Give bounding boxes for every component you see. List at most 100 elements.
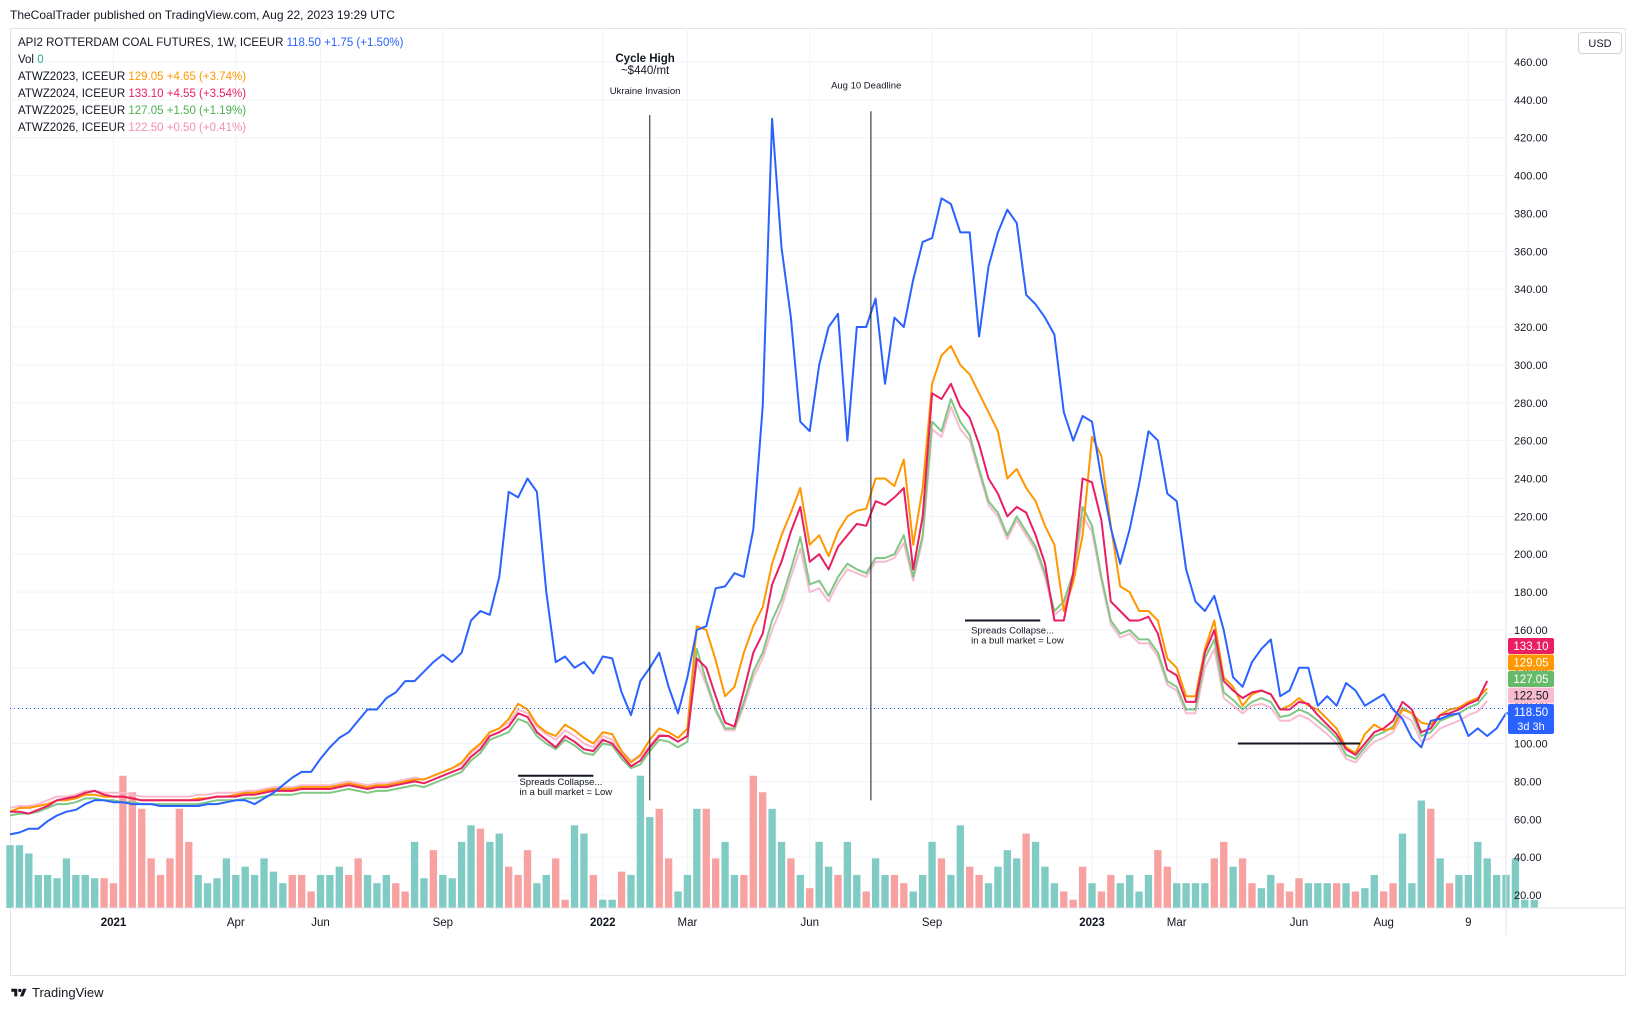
legend-series-symbol: ATWZ2026, ICEEUR [18,122,126,134]
volume-bar [486,841,494,908]
volume-bar [1220,841,1228,908]
x-tick-label: 2023 [1079,917,1105,929]
series-line[interactable] [9,398,1488,817]
volume-bar [542,874,550,908]
volume-bar [6,845,14,908]
annotation-text[interactable]: ~$440/mt [621,65,670,77]
volume-bar [1041,866,1049,908]
legend-series-z2023[interactable]: ATWZ2023, ICEEUR 129.05 +4.65 (+3.74%) [18,69,403,86]
price-label-text: 133.10 [1513,641,1548,653]
legend-series-symbol: ATWZ2023, ICEEUR [18,71,126,83]
x-tick-label: Aug [1373,917,1393,929]
volume-bar [1436,858,1444,908]
volume-bar [599,899,607,908]
volume-bar [890,874,899,908]
volume-bar [636,775,645,908]
volume-bar [1097,891,1106,908]
chart-frame [10,28,1626,976]
price-label-box [1508,687,1554,704]
volume-bar [1229,866,1237,908]
volume-bar [194,874,202,908]
currency-button[interactable]: USD [1578,32,1622,54]
y-tick-label: 360.00 [1514,246,1548,258]
price-label-box [1508,704,1554,734]
volume-bar [1285,891,1294,908]
footer-brand-label: TradingView [32,985,104,1000]
volume-bar [768,808,776,908]
y-tick-label: 420.00 [1514,133,1548,145]
volume-bar [345,874,353,908]
annotation-text[interactable]: Cycle High [615,53,674,65]
volume-bar [119,775,127,908]
series-line[interactable] [9,405,1488,809]
volume-bar [1380,891,1388,908]
annotation-text[interactable]: Ukraine Invasion [610,86,681,97]
legend-series-change: +1.50 (+1.19%) [166,105,247,117]
x-tick-label: 9 [1465,917,1471,929]
legend-vol[interactable]: Vol 0 [18,52,403,69]
legend: API2 ROTTERDAM COAL FUTURES, 1W, ICEEUR … [18,35,403,137]
volume-bar [1427,808,1435,908]
volume-bar [871,858,880,908]
volume-bar [693,808,701,908]
price-label-text: 127.05 [1513,674,1548,686]
volume-bar [674,891,682,908]
volume-bar [928,841,936,908]
volume-bar [316,874,325,908]
volume-bar [72,874,80,908]
volume-bar [448,878,456,908]
volume-bar [1003,850,1012,908]
legend-main[interactable]: API2 ROTTERDAM COAL FUTURES, 1W, ICEEUR … [18,35,403,52]
volume-bar [900,883,908,908]
series-line[interactable] [10,382,1489,815]
volume-bar [1257,888,1266,908]
volume-bar [994,866,1002,908]
volume-bar [1314,883,1322,908]
legend-series-value: 129.05 [128,71,164,83]
volume-bar [439,874,447,908]
annotation-text[interactable]: in a bull market = Low [519,787,612,798]
tradingview-logo-icon [11,988,27,996]
volume-bar [777,841,786,908]
volume-bar [467,825,475,908]
y-tick-label: 60.00 [1514,814,1542,826]
footer-brand[interactable]: TradingView [10,985,104,1000]
volume-bar [787,858,795,908]
annotation-text[interactable]: Aug 10 Deadline [831,81,901,92]
volume-bar [175,808,184,908]
legend-series-z2025[interactable]: ATWZ2025, ICEEUR 127.05 +1.50 (+1.19%) [18,103,403,120]
annotation-text[interactable]: in a bull market = Low [971,636,1064,647]
volume-bar [1342,883,1350,908]
y-tick-label: 440.00 [1514,95,1548,107]
volume-bar [335,866,343,908]
volume-bar [1210,858,1218,908]
volume-bar [185,841,193,908]
legend-main-change: +1.75 (+1.50%) [324,37,404,49]
volume-bar [561,899,569,908]
y-tick-label: 200.00 [1514,549,1548,561]
volume-bar [1088,883,1096,908]
y-tick-label: 340.00 [1514,284,1548,296]
y-tick-label: 80.00 [1514,776,1542,788]
volume-bar [608,899,616,908]
volume-bar [495,833,503,908]
series-line[interactable] [9,117,1526,836]
volume-bar [1248,883,1256,908]
series-line[interactable] [9,345,1488,813]
volume-bar [721,841,729,908]
legend-series-z2024[interactable]: ATWZ2024, ICEEUR 133.10 +4.55 (+3.54%) [18,86,403,103]
legend-series-z2026[interactable]: ATWZ2026, ICEEUR 122.50 +0.50 (+0.41%) [18,120,403,137]
annotation-text[interactable]: Spreads Collapse... [971,626,1054,637]
y-tick-label: 180.00 [1514,587,1548,599]
price-label-box [1508,671,1554,687]
volume-bar [1295,878,1303,908]
volume-bar [298,874,306,908]
annotation-text[interactable]: Spreads Collapse... [519,777,602,788]
volume-bar [1389,883,1397,908]
volume-bar [25,853,33,908]
volume-bar [260,858,268,908]
volume-bar [881,874,889,908]
volume-bar [702,808,710,908]
volume-bar [1060,891,1068,908]
